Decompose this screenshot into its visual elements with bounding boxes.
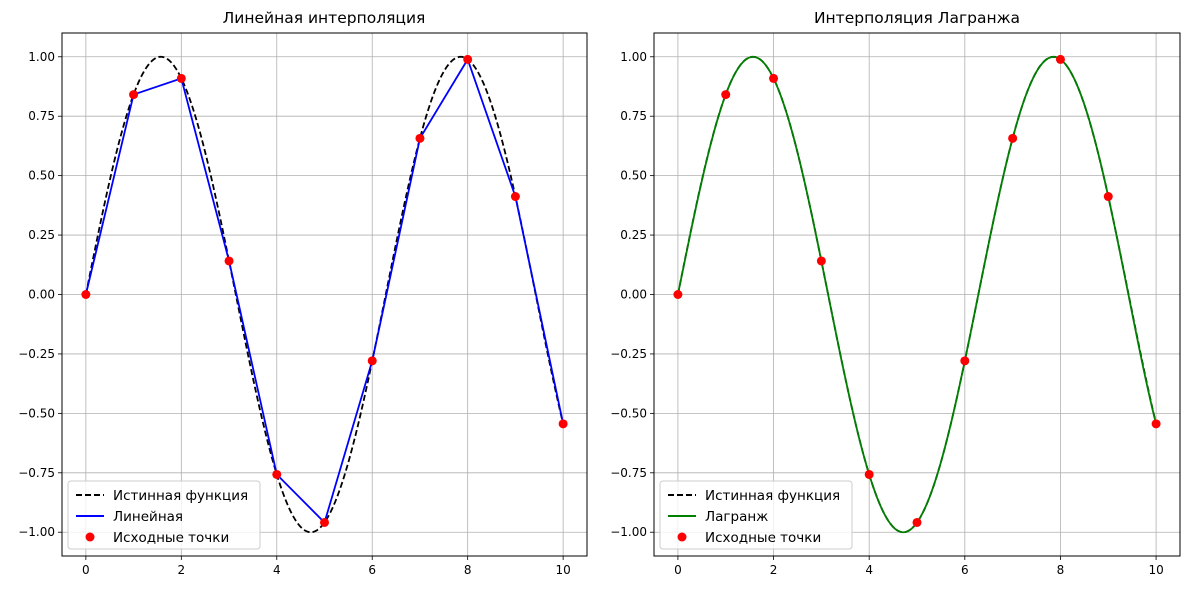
chart-title: Интерполяция Лагранжа xyxy=(814,9,1020,27)
tick-labels: 0 2 4 6 8 10 −1.00 −0.75 −0.50 −0.25 0.00 0.25 0.50 0… xyxy=(610,50,1164,577)
x-tick-label: 6 xyxy=(961,563,969,577)
chart-linear-interpolation: Линейная интерполяция 0 2 4 6 8 10 −1.00 −0.75 −… xyxy=(18,9,588,577)
data-point xyxy=(816,256,826,266)
y-tick-label: −0.75 xyxy=(18,466,55,480)
y-tick-label: 0.75 xyxy=(28,109,55,123)
legend-swatch-points xyxy=(85,532,95,542)
data-point xyxy=(1151,419,1161,429)
data-point xyxy=(673,290,683,299)
legend-box xyxy=(67,480,261,550)
legend-label-true-function: Истинная функция xyxy=(113,488,248,504)
y-tick-label: 0.25 xyxy=(28,228,55,242)
y-tick-label: 1.00 xyxy=(28,50,55,64)
legend: Истинная функция Линейная Исходные точки xyxy=(67,480,261,550)
data-point xyxy=(320,517,329,527)
data-point xyxy=(1008,133,1018,143)
data-point xyxy=(129,90,139,100)
data-point xyxy=(176,73,186,83)
legend-label-points: Исходные точки xyxy=(705,530,821,546)
legend: Истинная функция Лагранж Исходные точки xyxy=(659,480,853,550)
chart-title: Линейная интерполяция xyxy=(223,9,426,27)
grid xyxy=(654,33,1180,556)
x-tick-label: 6 xyxy=(368,563,376,577)
y-tick-label: −1.00 xyxy=(18,525,55,539)
data-point xyxy=(272,469,282,479)
y-tick-label: −0.75 xyxy=(610,466,647,480)
y-tick-label: −0.25 xyxy=(610,347,647,361)
data-point xyxy=(81,290,91,299)
data-point xyxy=(224,256,234,266)
data-point xyxy=(510,192,520,202)
chart-lagrange-interpolation: Интерполяция Лагранжа 0 2 4 6 8 10 −1.00 −0.75 −… xyxy=(610,9,1181,577)
y-tick-label: −0.50 xyxy=(610,406,647,420)
data-point xyxy=(912,517,922,527)
y-tick-label: 0.50 xyxy=(620,169,647,183)
data-point xyxy=(769,73,779,83)
x-tick-label: 0 xyxy=(82,563,90,577)
x-tick-label: 2 xyxy=(177,563,185,577)
y-tick-label: 0.50 xyxy=(28,169,55,183)
x-tick-label: 4 xyxy=(865,563,873,577)
x-tick-label: 8 xyxy=(1057,563,1065,577)
legend-label-points: Исходные точки xyxy=(113,530,229,546)
y-tick-label: 1.00 xyxy=(620,50,647,64)
y-tick-label: 0.75 xyxy=(620,109,647,123)
y-tick-label: 0.25 xyxy=(620,228,647,242)
legend-label-linear: Линейная xyxy=(113,509,183,525)
data-point xyxy=(415,133,425,143)
data-point xyxy=(960,356,970,366)
data-point xyxy=(864,469,874,479)
x-tick-label: 4 xyxy=(273,563,281,577)
data-point xyxy=(721,90,731,100)
legend-swatch-points xyxy=(677,532,687,542)
x-tick-label: 8 xyxy=(464,563,472,577)
plot-frame xyxy=(653,32,1181,557)
y-tick-label: 0.00 xyxy=(28,288,55,302)
series-line-true-function xyxy=(84,55,565,534)
data-point xyxy=(558,419,568,429)
legend-label-true-function: Истинная функция xyxy=(705,488,840,504)
tick-labels: 0 2 4 6 8 10 −1.00 −0.75 −0.50 −0.25 0.00 0.25 0.50 0… xyxy=(18,50,571,577)
legend-label-lagrange: Лагранж xyxy=(705,509,768,525)
data-point xyxy=(367,356,377,366)
y-tick-label: −0.50 xyxy=(18,406,55,420)
x-tick-label: 0 xyxy=(674,563,682,577)
plot-frame xyxy=(61,32,588,557)
x-tick-label: 10 xyxy=(555,563,570,577)
y-tick-label: 0.00 xyxy=(620,288,647,302)
y-tick-label: −0.25 xyxy=(18,347,55,361)
data-point xyxy=(1103,192,1113,202)
y-tick-label: −1.00 xyxy=(610,525,647,539)
x-tick-label: 2 xyxy=(770,563,778,577)
data-point xyxy=(1055,54,1065,64)
x-tick-label: 10 xyxy=(1148,563,1163,577)
legend-box xyxy=(659,480,853,550)
data-point xyxy=(463,54,473,64)
